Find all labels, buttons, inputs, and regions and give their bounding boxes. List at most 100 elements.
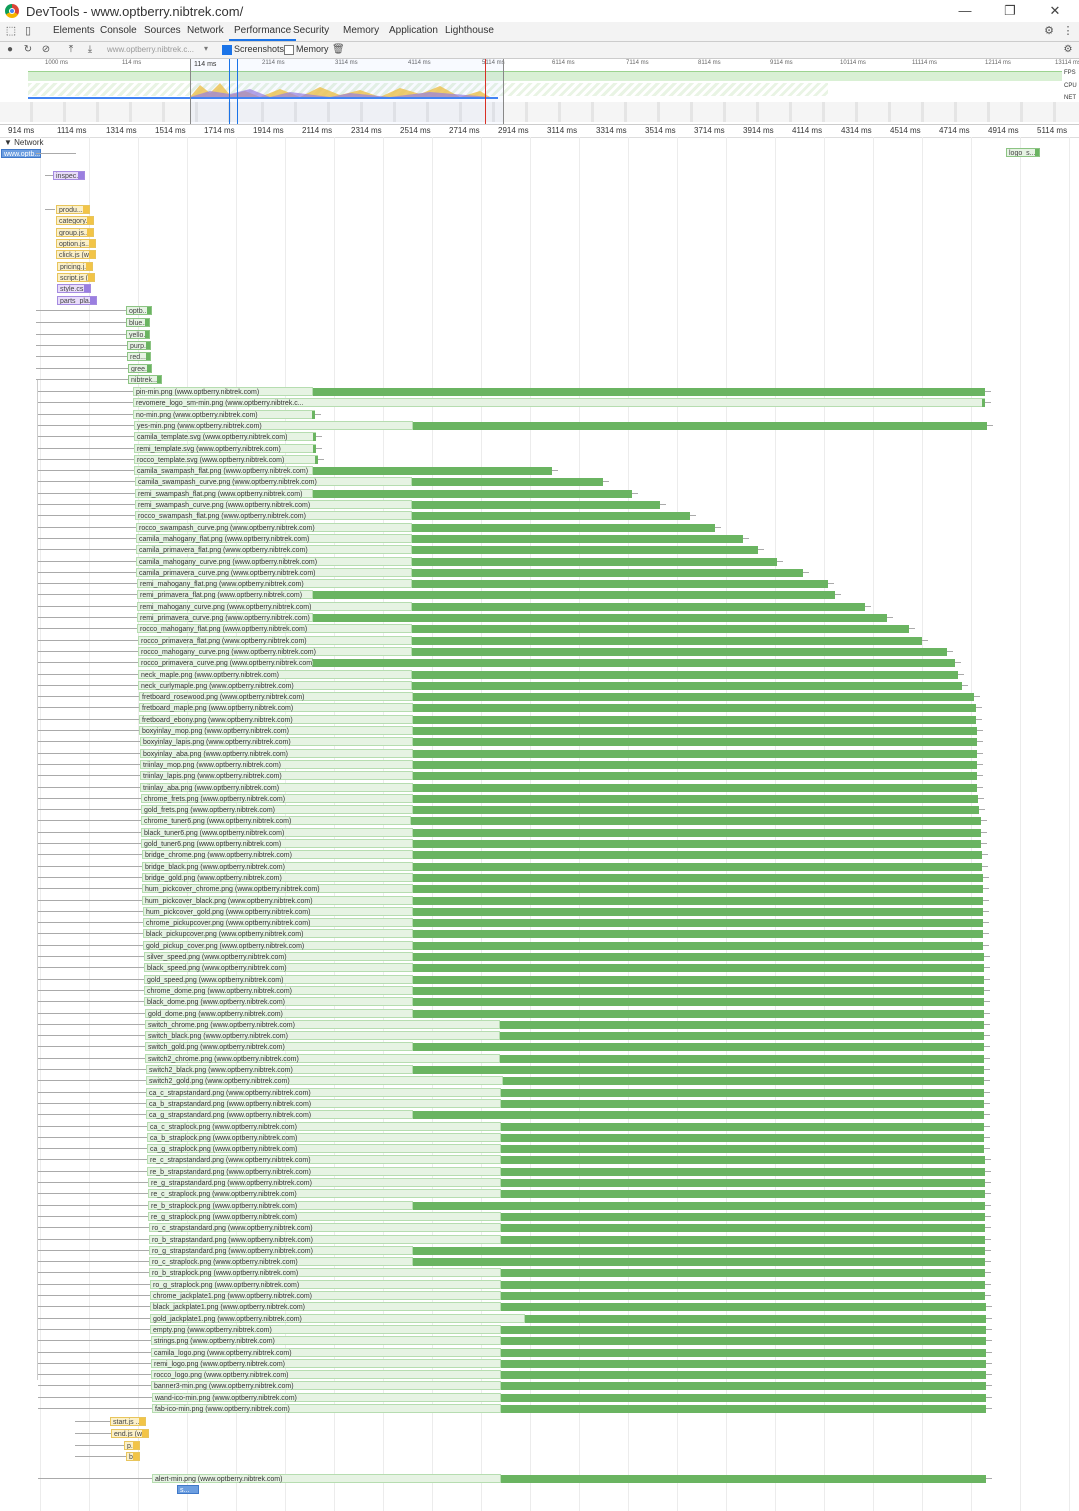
request-row[interactable]: remi_swampash_curve.png (www.optberry.ni… (0, 500, 1079, 509)
request-row[interactable]: fretboard_rosewood.png (www.optberry.nib… (0, 692, 1079, 701)
request-row[interactable]: hum_pickcover_black.png (www.optberry.ni… (0, 896, 1079, 905)
request-bar[interactable]: pricing.j... (57, 262, 93, 271)
request-row[interactable]: remi_mahogany_curve.png (www.optberry.ni… (0, 602, 1079, 611)
request-row[interactable]: switch2_chrome.png (www.optberry.nibtrek… (0, 1054, 1079, 1063)
request-row[interactable]: ca_b_strapstandard.png (www.optberry.nib… (0, 1099, 1079, 1108)
request-row[interactable]: camila_mahogany_flat.png (www.optberry.n… (0, 534, 1079, 543)
request-row[interactable]: strings.png (www.optberry.nibtrek.com) (0, 1336, 1079, 1345)
reload-record-icon[interactable]: ↻ (23, 44, 33, 55)
request-row[interactable]: black_speed.png (www.optberry.nibtrek.co… (0, 963, 1079, 972)
request-row[interactable]: camila_swampash_curve.png (www.optberry.… (0, 477, 1079, 486)
overview-selection-window[interactable] (190, 59, 504, 124)
request-row[interactable]: boxyinlay_aba.png (www.optberry.nibtrek.… (0, 749, 1079, 758)
request-row[interactable]: hum_pickcover_gold.png (www.optberry.nib… (0, 907, 1079, 916)
request-row[interactable]: re_b_strapstandard.png (www.optberry.nib… (0, 1167, 1079, 1176)
request-row[interactable]: switch2_gold.png (www.optberry.nibtrek.c… (0, 1076, 1079, 1085)
request-row[interactable]: camila_primavera_curve.png (www.optberry… (0, 568, 1079, 577)
restore-button[interactable]: ❐ (1004, 3, 1016, 18)
request-row[interactable]: remi_primavera_flat.png (www.optberry.ni… (0, 590, 1079, 599)
request-row[interactable]: rocco_template.svg (www.optberry.nibtrek… (0, 455, 1079, 464)
more-menu-icon[interactable]: ⋮ (1062, 25, 1074, 37)
request-bar[interactable]: parts_pla... (57, 296, 97, 305)
request-row[interactable]: no-min.png (www.optberry.nibtrek.com) (0, 410, 1079, 419)
request-bar[interactable]: red... (127, 352, 151, 361)
request-bar[interactable]: p... (124, 1441, 140, 1450)
request-row[interactable]: switch_gold.png (www.optberry.nibtrek.co… (0, 1042, 1079, 1051)
tab-performance[interactable]: Performance (228, 25, 297, 41)
tab-application[interactable]: Application (389, 25, 438, 36)
request-row[interactable]: revomere_logo_sm-min.png (www.optberry.n… (0, 398, 1079, 407)
inspect-element-icon[interactable]: ⬚ (5, 25, 17, 37)
request-row[interactable]: camila_primavera_flat.png (www.optberry.… (0, 545, 1079, 554)
request-row[interactable]: empty.png (www.optberry.nibtrek.com) (0, 1325, 1079, 1334)
request-row[interactable]: camila_swampash_flat.png (www.optberry.n… (0, 466, 1079, 475)
request-row[interactable]: gold_pickup_cover.png (www.optberry.nibt… (0, 941, 1079, 950)
request-row[interactable]: camila_template.svg (www.optberry.nibtre… (0, 432, 1079, 441)
trash-icon[interactable]: 🗑 (332, 44, 345, 55)
request-row[interactable]: fab-ico-min.png (www.optberry.nibtrek.co… (0, 1404, 1079, 1413)
request-row[interactable]: remi_swampash_flat.png (www.optberry.nib… (0, 489, 1079, 498)
request-row[interactable]: rocco_swampash_flat.png (www.optberry.ni… (0, 511, 1079, 520)
request-bar[interactable]: purp... (127, 341, 151, 350)
tab-lighthouse[interactable]: Lighthouse (445, 25, 494, 36)
download-profile-icon[interactable]: ⤓ (87, 44, 93, 55)
request-row[interactable]: bridge_gold.png (www.optberry.nibtrek.co… (0, 873, 1079, 882)
request-bar[interactable]: www.optb... (1, 149, 41, 158)
tab-elements[interactable]: Elements (53, 25, 95, 36)
tab-memory[interactable]: Memory (343, 25, 380, 36)
request-row[interactable]: gold_speed.png (www.optberry.nibtrek.com… (0, 975, 1079, 984)
record-icon[interactable]: ● (6, 44, 14, 55)
capture-settings-gear-icon[interactable]: ⚙ (1063, 44, 1073, 55)
request-row[interactable]: silver_speed.png (www.optberry.nibtrek.c… (0, 952, 1079, 961)
request-row[interactable]: remi_template.svg (www.optberry.nibtrek.… (0, 444, 1079, 453)
request-bar[interactable]: optb... (126, 306, 152, 315)
request-row[interactable]: ro_g_straplock.png (www.optberry.nibtrek… (0, 1280, 1079, 1289)
request-row[interactable]: remi_mahogany_flat.png (www.optberry.nib… (0, 579, 1079, 588)
request-row[interactable]: gold_frets.png (www.optberry.nibtrek.com… (0, 805, 1079, 814)
request-row[interactable]: ca_c_strapstandard.png (www.optberry.nib… (0, 1088, 1079, 1097)
request-row[interactable]: remi_logo.png (www.optberry.nibtrek.com) (0, 1359, 1079, 1368)
tab-security[interactable]: Security (293, 25, 330, 36)
request-bar[interactable]: yello... (126, 330, 150, 339)
request-row[interactable]: black_pickupcover.png (www.optberry.nibt… (0, 929, 1079, 938)
request-row[interactable]: bridge_black.png (www.optberry.nibtrek.c… (0, 862, 1079, 871)
request-row[interactable]: rocco_logo.png (www.optberry.nibtrek.com… (0, 1370, 1079, 1379)
request-row[interactable]: banner3-min.png (www.optberry.nibtrek.co… (0, 1381, 1079, 1390)
request-row[interactable]: switch_chrome.png (www.optberry.nibtrek.… (0, 1020, 1079, 1029)
request-row[interactable]: chrome_jackplate1.png (www.optberry.nibt… (0, 1291, 1079, 1300)
device-toolbar-icon[interactable]: ▯ (24, 25, 32, 37)
request-row[interactable]: remi_primavera_curve.png (www.optberry.n… (0, 613, 1079, 622)
request-bar[interactable]: end.js (w... (111, 1429, 149, 1438)
request-row[interactable]: rocco_mahogany_curve.png (www.optberry.n… (0, 647, 1079, 656)
request-bar[interactable]: b... (126, 1452, 140, 1461)
request-row[interactable]: chrome_tuner6.png (www.optberry.nibtrek.… (0, 816, 1079, 825)
request-row[interactable]: yes-min.png (www.optberry.nibtrek.com) (0, 421, 1079, 430)
request-bar[interactable]: option.js... (56, 239, 96, 248)
request-row[interactable]: camila_logo.png (www.optberry.nibtrek.co… (0, 1348, 1079, 1357)
request-bar[interactable]: s... (177, 1485, 199, 1494)
request-row[interactable]: chrome_dome.png (www.optberry.nibtrek.co… (0, 986, 1079, 995)
network-track-label[interactable]: ▼ Network (4, 138, 44, 147)
request-row[interactable]: re_c_strapstandard.png (www.optberry.nib… (0, 1155, 1079, 1164)
request-row[interactable]: black_tuner6.png (www.optberry.nibtrek.c… (0, 828, 1079, 837)
request-bar[interactable]: style.cs... (57, 284, 91, 293)
request-row[interactable]: camila_mahogany_curve.png (www.optberry.… (0, 557, 1079, 566)
request-row[interactable]: ca_g_straplock.png (www.optberry.nibtrek… (0, 1144, 1079, 1153)
request-bar[interactable]: nibtrek... (128, 375, 162, 384)
request-row[interactable]: ca_b_straplock.png (www.optberry.nibtrek… (0, 1133, 1079, 1142)
chevron-down-icon[interactable]: ▾ (204, 44, 209, 53)
request-row[interactable]: re_c_straplock.png (www.optberry.nibtrek… (0, 1189, 1079, 1198)
screenshots-checkbox[interactable] (222, 45, 232, 55)
request-row[interactable]: wand-ico-min.png (www.optberry.nibtrek.c… (0, 1393, 1079, 1402)
request-row[interactable]: ro_g_strapstandard.png (www.optberry.nib… (0, 1246, 1079, 1255)
request-row[interactable]: switch_black.png (www.optberry.nibtrek.c… (0, 1031, 1079, 1040)
request-row[interactable]: rocco_primavera_curve.png (www.optberry.… (0, 658, 1079, 667)
request-row[interactable]: ro_b_strapstandard.png (www.optberry.nib… (0, 1235, 1079, 1244)
request-row[interactable]: neck_maple.png (www.optberry.nibtrek.com… (0, 670, 1079, 679)
request-row[interactable]: bridge_chrome.png (www.optberry.nibtrek.… (0, 850, 1079, 859)
request-bar[interactable]: logo_s... (1006, 148, 1040, 157)
clear-icon[interactable]: ⊘ (41, 44, 51, 55)
recording-select[interactable]: www.optberry.nibtrek.c... (107, 45, 194, 54)
upload-profile-icon[interactable]: ⤒ (68, 44, 74, 55)
request-row[interactable]: chrome_frets.png (www.optberry.nibtrek.c… (0, 794, 1079, 803)
